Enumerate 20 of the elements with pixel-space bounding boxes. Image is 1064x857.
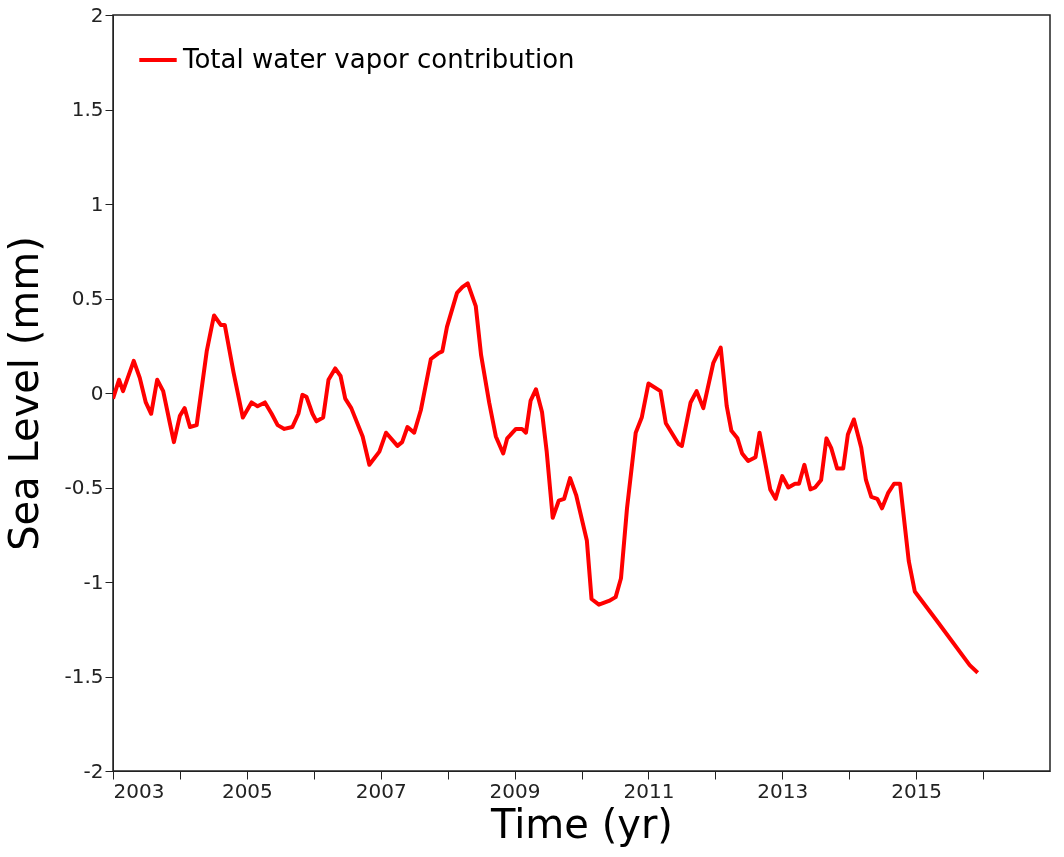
x-tick-label: 2015 <box>891 778 943 803</box>
y-tick-label: -1 <box>83 569 104 594</box>
y-tick-label: 1.5 <box>71 97 104 121</box>
x-tick-label: 2009 <box>489 778 541 803</box>
line-series <box>113 281 980 675</box>
x-tick-label: 2007 <box>355 778 407 803</box>
y-tick-label: -0.5 <box>64 475 104 499</box>
y-tick-label: 0.5 <box>71 286 104 310</box>
x-tick-label: 2013 <box>757 778 809 803</box>
y-tick-label: -2 <box>83 758 104 783</box>
y-axis-title: Sea Level (mm) <box>1 236 48 551</box>
y-tick-label: -1.5 <box>64 664 104 688</box>
legend-label: Total water vapor contribution <box>182 44 575 74</box>
y-tick-label: 0 <box>90 380 104 405</box>
y-tick-label: 2 <box>90 2 104 27</box>
x-tick-label: 2005 <box>221 778 273 803</box>
y-tick-label: 1 <box>90 191 104 216</box>
x-tick-label: 2011 <box>623 778 675 803</box>
x-axis-title: Time (yr) <box>490 800 673 847</box>
x-tick-label: 2003 <box>113 778 165 803</box>
